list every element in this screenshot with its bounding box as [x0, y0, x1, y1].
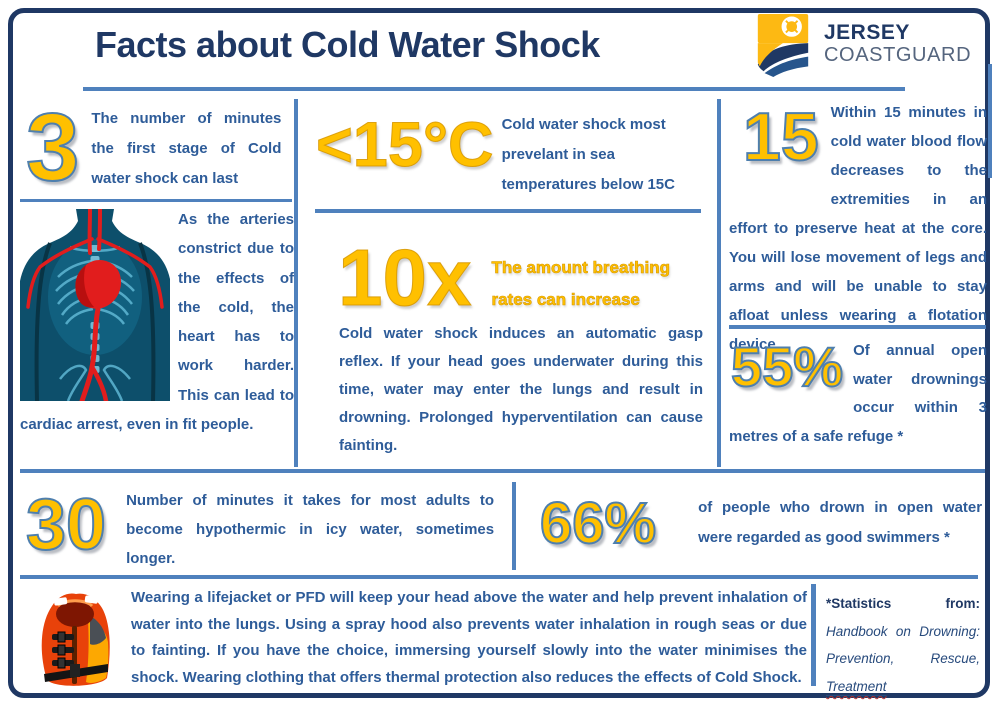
fact-good-swimmers-number: 66%: [539, 491, 657, 556]
fact-breathing-rate-text: Cold water shock induces an automatic ga…: [339, 325, 703, 455]
statistics-accent-bar: [811, 584, 816, 686]
fact-sea-temperature: <15°C Cold water shock most prevelant in…: [316, 100, 712, 200]
lifejacket-icon: [41, 593, 110, 686]
statistics-source-part2: Rescue,: [930, 651, 980, 667]
column2-divider: [315, 209, 701, 213]
fact-arteries-text: As the arteries constrict due to the eff…: [20, 211, 294, 433]
fact-safe-refuge: 55% Of annual open water drownings occur…: [729, 337, 987, 451]
statistics-source: *Statistics from: Handbook on Drowning: …: [826, 590, 980, 701]
row2-center-divider: [512, 482, 516, 570]
fact-stage-minutes-number: 3: [25, 94, 80, 201]
header-divider: [83, 87, 905, 91]
statistics-source-treatment: Treatment: [826, 679, 887, 695]
fact-blood-flow: 15 Within 15 minutes in cold water blood…: [729, 99, 987, 359]
column1-divider: [20, 199, 292, 202]
fact-arteries: As the arteries constrict due to the eff…: [20, 205, 294, 439]
fact-breathing-rate: 10x The amount breathing rates can incre…: [337, 233, 681, 322]
fact-stage-minutes: 3 The number of minutes the first stage …: [25, 94, 294, 201]
fact-breathing-rate-number: 10x: [337, 233, 472, 322]
fact-good-swimmers: 66% of people who drown in open water we…: [539, 481, 986, 556]
logo-text-jersey: JERSEY: [824, 21, 910, 44]
column-divider-right: [717, 99, 721, 467]
statistics-source-part1: Prevention,: [826, 651, 895, 667]
fact-hypothermia-number: 30: [25, 485, 107, 565]
statistics-source-title: Handbook on Drowning:: [826, 623, 980, 639]
fact-breathing-rate-highlight: The amount breathing rates can increase: [491, 258, 670, 310]
fact-hypothermia-text: Number of minutes it takes for most adul…: [126, 492, 495, 567]
statistics-label: *Statistics: [826, 596, 892, 611]
coastguard-lifebuoy-icon: [757, 14, 809, 77]
fact-stage-minutes-text: The number of minutes the first stage of…: [91, 110, 282, 187]
column-divider-left: [294, 99, 298, 467]
right-edge-accent-bar: [988, 64, 992, 178]
torso-circulation-image: [20, 209, 170, 401]
lifejacket-advice-text: Wearing a lifejacket or PFD will keep yo…: [131, 589, 807, 687]
fact-good-swimmers-text: of people who drown in open water were r…: [698, 499, 983, 546]
row-divider-top: [20, 469, 985, 473]
footer-divider: [20, 575, 978, 579]
fact-blood-flow-text: Within 15 minutes in cold water blood fl…: [729, 104, 987, 353]
fact-blood-flow-number: 15: [742, 99, 820, 175]
poster-border: [8, 8, 990, 698]
fact-sea-temperature-text: Cold water shock most prevelant in sea t…: [501, 116, 675, 193]
statistics-from: from:: [945, 596, 981, 611]
fact-hypothermia: 30 Number of minutes it takes for most a…: [25, 481, 504, 574]
column3-divider: [729, 325, 986, 329]
page-title: Facts about Cold Water Shock: [95, 24, 600, 65]
fact-safe-refuge-number: 55%: [730, 335, 844, 398]
logo-text-coastguard: COASTGUARD: [824, 43, 972, 66]
fact-sea-temperature-number: <15°C: [316, 110, 495, 180]
logo-text: JERSEY COASTGUARD: [824, 21, 972, 66]
fact-safe-refuge-text: Of annual open water drownings occur wit…: [729, 342, 987, 445]
jersey-coastguard-logo: JERSEY COASTGUARD: [752, 13, 971, 79]
